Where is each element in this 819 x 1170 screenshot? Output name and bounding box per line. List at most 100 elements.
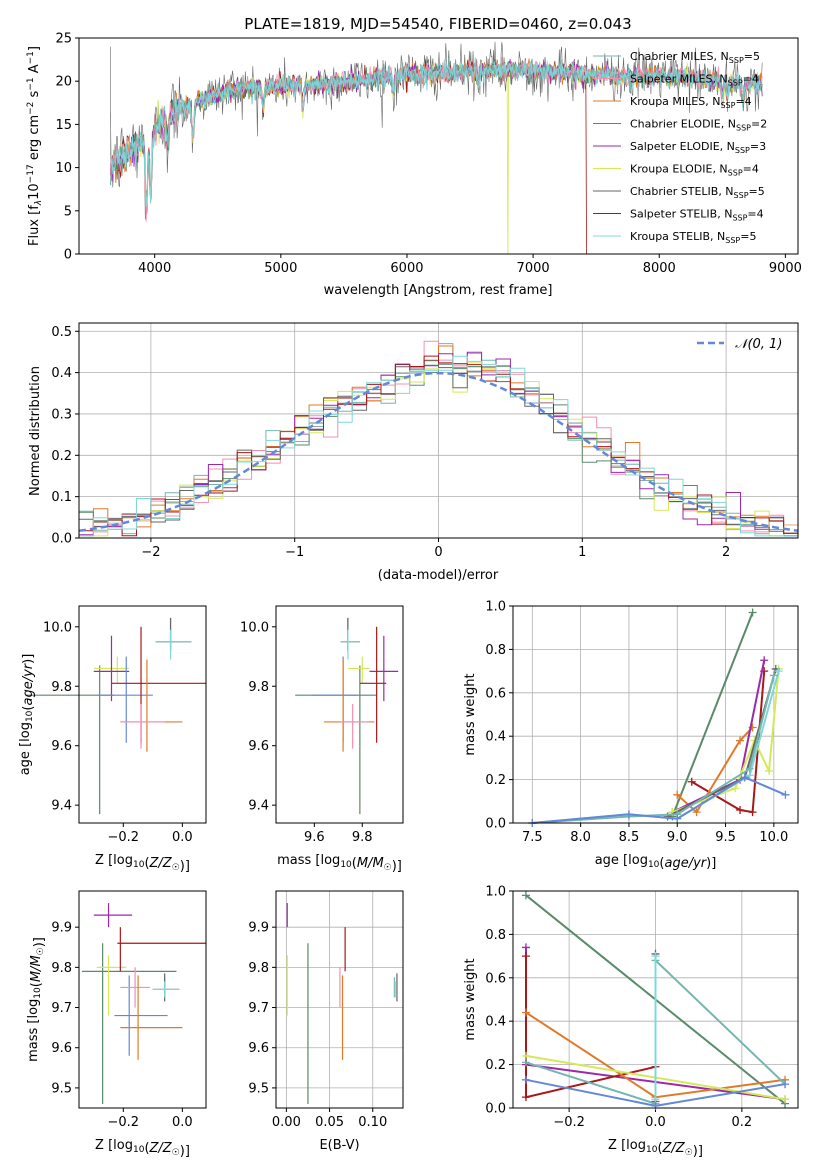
y-tick-label: 9.8 — [248, 961, 269, 976]
legend-entry: Salpeter MILES, NSSP=4 — [630, 73, 759, 88]
weight-marker — [521, 1093, 530, 1102]
weight-marker — [521, 952, 530, 961]
y-tick-label: 0.2 — [51, 449, 72, 464]
Z-weight-xlabel: Z [log10(Z/Z☉)] — [608, 1138, 703, 1159]
legend-entry: Chabrier STELIB, NSSP=5 — [630, 185, 765, 200]
x-tick-label: 9.6 — [304, 830, 325, 845]
residuals-xlabel: (data-model)/error — [378, 568, 499, 583]
x-tick-label: 4000 — [138, 261, 171, 276]
mass-age-axes: 9.6 9.8 9.4 9.6 9.8 10.0 — [240, 620, 373, 845]
errorbar-point — [340, 617, 360, 651]
x-tick-label: 0.05 — [315, 1115, 344, 1130]
errorbar-point — [93, 635, 130, 702]
age-weight-frame — [512, 605, 799, 824]
x-tick-label: 0.0 — [645, 1115, 666, 1130]
legend-entry: Salpeter STELIB, NSSP=4 — [630, 208, 764, 223]
y-tick-label: 0.0 — [51, 532, 72, 547]
spectrum-xlabel: wavelength [Angstrom, rest frame] — [324, 283, 553, 298]
weight-marker — [521, 1075, 530, 1084]
errorbar-point — [340, 704, 370, 749]
errorbar-point — [295, 665, 377, 815]
age-weight-xlabel: age [log10(age/yr)] — [595, 853, 717, 871]
x-tick-label: 9.5 — [715, 830, 736, 845]
errorbar-point — [347, 656, 370, 684]
ebv-mass-errorbars — [286, 903, 398, 1104]
weight-marker — [624, 810, 633, 819]
ebv-mass-axes: 0.00 0.05 0.10 9.5 9.6 9.7 9.8 9.9 — [248, 891, 403, 1130]
weight-marker — [687, 777, 696, 786]
y-tick-label: 0.6 — [485, 686, 506, 701]
errorbar-point — [114, 975, 168, 1056]
errorbar-point — [152, 977, 180, 998]
errorbar-point — [340, 629, 360, 660]
weight-marker — [781, 1080, 790, 1089]
y-tick-label: 15 — [55, 118, 72, 133]
weight-marker — [774, 667, 783, 676]
weight-marker — [692, 808, 701, 817]
spectrum-line — [110, 57, 763, 208]
x-tick-label: 8000 — [643, 261, 676, 276]
y-tick-label: 0.4 — [485, 1015, 506, 1030]
x-tick-label: 9.0 — [667, 830, 688, 845]
legend-entry: Kroupa STELIB, NSSP=5 — [630, 230, 756, 245]
y-tick-label: 9.7 — [51, 1001, 72, 1016]
spectrum-ylabel: Flux [fλ10−17 erg cm−2 s−1 A−1] — [26, 46, 44, 246]
weight-marker — [781, 790, 790, 799]
spectrum-axes: 4000 5000 6000 7000 8000 9000 0 5 10 15 20 25 — [55, 32, 801, 277]
legend-entry: Kroupa ELODIE, NSSP=4 — [630, 163, 759, 178]
y-tick-label: 0.4 — [485, 730, 506, 745]
legend-entry: Chabrier MILES, NSSP=5 — [630, 50, 760, 65]
x-tick-label: 8.0 — [570, 830, 591, 845]
legend-entry: 𝒩(0, 1) — [735, 337, 782, 352]
weight-marker — [521, 891, 530, 900]
Z-weight-frame — [512, 890, 799, 1109]
weight-series — [528, 671, 778, 827]
z-age-ylabel: age [log10(age/yr)] — [18, 654, 36, 776]
weight-marker — [731, 784, 740, 793]
y-tick-label: 1.0 — [485, 600, 506, 615]
figure-title: PLATE=1819, MJD=54540, FIBERID=0460, z=0… — [244, 15, 631, 33]
z-mass-ylabel: mass [log10(M/M☉)] — [26, 937, 47, 1062]
errorbar-point — [96, 955, 127, 1016]
y-tick-label: 0.8 — [485, 643, 506, 658]
y-tick-label: 0.0 — [485, 817, 506, 832]
weight-marker — [651, 952, 660, 961]
x-tick-label: 2 — [722, 545, 730, 560]
weight-marker — [521, 943, 530, 952]
y-tick-label: 9.7 — [248, 1001, 269, 1016]
y-tick-label: 0.5 — [51, 325, 72, 340]
x-tick-label: 0.0 — [172, 1115, 193, 1130]
y-tick-label: 0.0 — [485, 1102, 506, 1117]
weight-marker — [765, 766, 774, 775]
y-tick-label: 9.6 — [51, 1041, 72, 1056]
x-tick-label: 7000 — [517, 261, 550, 276]
normal-curve — [78, 371, 799, 533]
y-tick-label: 9.6 — [248, 739, 269, 754]
x-tick-label: −0.2 — [108, 1115, 140, 1130]
x-tick-label: 9.8 — [352, 830, 373, 845]
x-tick-label: 6000 — [390, 261, 423, 276]
y-tick-label: 9.6 — [248, 1041, 269, 1056]
Z-weight-ylabel: mass weight — [463, 958, 478, 1040]
weight-marker — [521, 1058, 530, 1067]
y-tick-label: 0.2 — [485, 1058, 506, 1073]
x-tick-label: 0.10 — [358, 1115, 387, 1130]
x-tick-label: 5000 — [264, 261, 297, 276]
weight-marker — [673, 790, 682, 799]
weight-marker — [521, 1008, 530, 1017]
weight-marker — [769, 671, 778, 680]
errorbar-point — [96, 656, 153, 743]
x-tick-label: 10.0 — [759, 830, 788, 845]
errorbar-point — [155, 629, 192, 660]
y-tick-label: 9.6 — [51, 739, 72, 754]
weight-marker — [781, 1095, 790, 1104]
mass-age-frame — [275, 605, 404, 824]
x-tick-label: −0.2 — [553, 1115, 585, 1130]
weight-marker — [745, 764, 754, 773]
errorbar-point — [93, 903, 133, 928]
spectrum-legend: Chabrier MILES, NSSP=5 Salpeter MILES, NS… — [593, 50, 767, 245]
y-tick-label: 0 — [64, 248, 72, 263]
errorbar-point — [152, 973, 180, 1002]
age-weight-lines — [528, 608, 790, 827]
